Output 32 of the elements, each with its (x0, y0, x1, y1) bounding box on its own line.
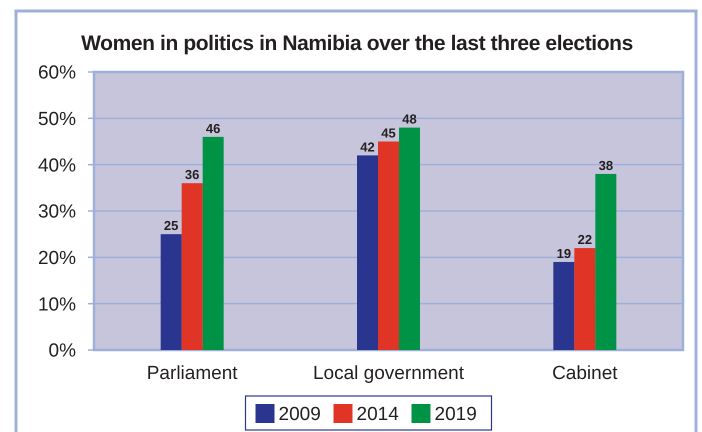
y-tick-label: 20% (38, 248, 76, 269)
bar (553, 262, 574, 350)
x-tick-label: Cabinet (552, 363, 618, 384)
data-label: 19 (556, 246, 572, 261)
bar (357, 155, 378, 350)
data-label: 42 (360, 139, 375, 154)
x-tick-label: Local government (312, 363, 465, 384)
bar (160, 234, 182, 350)
y-tick-label: 50% (38, 108, 76, 130)
y-tick-label: 10% (38, 294, 76, 316)
bar (202, 136, 224, 350)
chart-title: Women in politics in Namibia over the last three elections (81, 32, 633, 55)
data-label: 45 (381, 126, 396, 140)
bar (378, 142, 399, 350)
data-label: 25 (164, 218, 178, 234)
data-label: 46 (206, 120, 220, 136)
y-tick-label: 30% (38, 202, 76, 223)
bar (574, 248, 596, 350)
legend-label: 2009 (278, 404, 321, 425)
data-label: 38 (598, 158, 614, 173)
legend-label: 2019 (434, 404, 477, 425)
legend-label: 2014 (356, 404, 400, 425)
x-tick-label: Parliament (146, 363, 238, 384)
data-label: 36 (184, 167, 200, 182)
bar (182, 183, 203, 350)
data-label: 48 (402, 112, 417, 127)
bar (399, 128, 420, 350)
data-label: 22 (578, 232, 592, 248)
y-tick-label: 40% (38, 155, 76, 176)
y-tick-label: 60% (38, 62, 76, 84)
y-tick-label: 0% (48, 340, 76, 362)
bar (595, 174, 616, 350)
